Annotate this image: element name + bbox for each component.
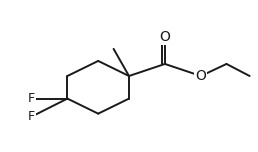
Text: F: F [28, 92, 35, 105]
Text: O: O [159, 30, 170, 44]
Text: O: O [195, 69, 206, 83]
Text: F: F [28, 110, 35, 123]
